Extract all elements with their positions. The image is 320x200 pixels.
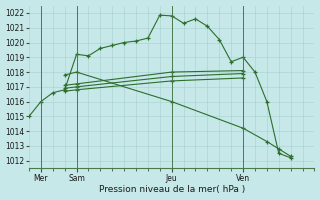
X-axis label: Pression niveau de la mer( hPa ): Pression niveau de la mer( hPa ): [99, 185, 245, 194]
